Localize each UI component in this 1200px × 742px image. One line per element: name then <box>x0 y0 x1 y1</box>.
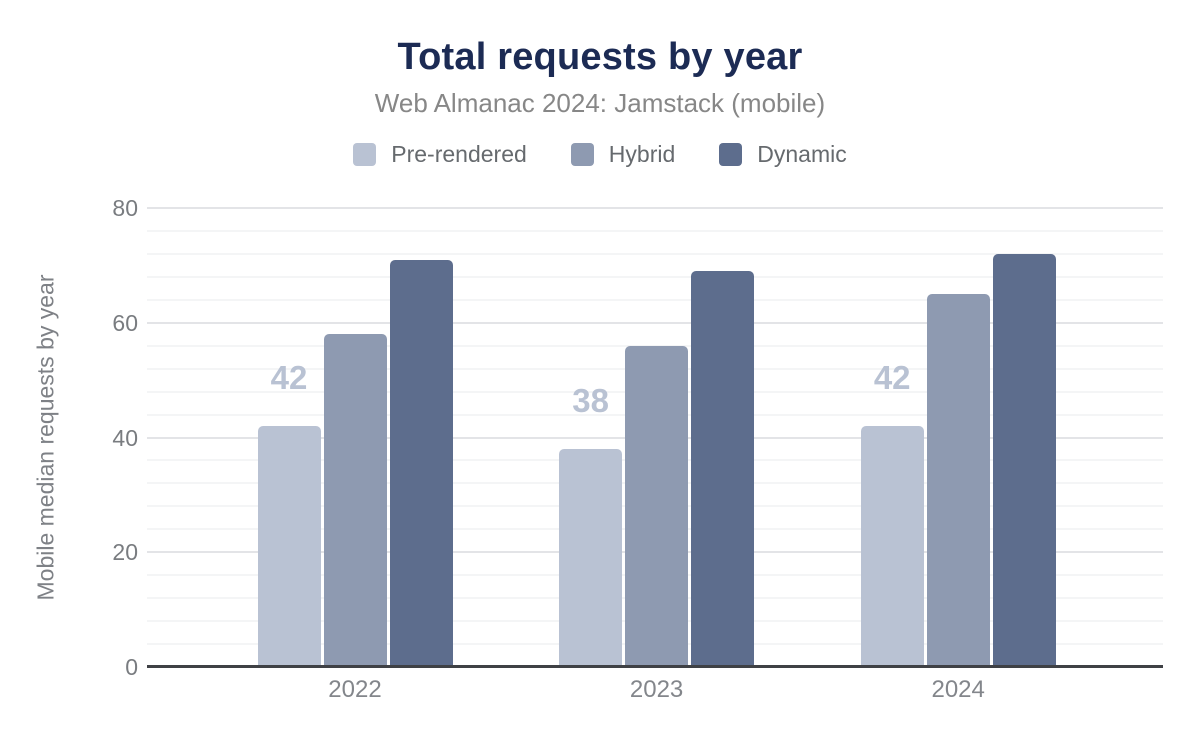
value-label-2023: 38 <box>572 381 609 419</box>
x-axis-ticks: 2022 2023 2024 <box>0 676 1200 706</box>
major-gridline <box>147 207 1163 209</box>
major-gridline <box>147 321 1163 324</box>
legend-swatch-dynamic <box>719 143 743 166</box>
y-tick-20: 20 <box>112 539 138 566</box>
plot-area: 42 38 42 <box>147 207 1163 668</box>
bar-dynamic-2022[interactable] <box>389 259 453 667</box>
value-label-2022: 42 <box>270 359 308 397</box>
minor-gridline <box>147 275 1163 278</box>
y-tick-60: 60 <box>112 309 138 336</box>
bar-dynamic-2023[interactable] <box>691 271 755 667</box>
minor-gridline <box>147 229 1163 232</box>
legend-item-dynamic[interactable]: Dynamic <box>719 141 847 168</box>
x-tick-2022: 2022 <box>328 676 382 703</box>
bar-pre-rendered-2023[interactable] <box>559 448 623 667</box>
y-tick-0: 0 <box>125 654 138 680</box>
bar-hybrid-2024[interactable] <box>926 294 990 667</box>
bar-pre-rendered-2022[interactable] <box>257 426 321 667</box>
bar-hybrid-2022[interactable] <box>323 334 387 667</box>
minor-gridline <box>147 298 1163 301</box>
x-tick-2024: 2024 <box>931 676 985 703</box>
legend-item-pre-rendered[interactable]: Pre-rendered <box>353 141 527 168</box>
legend-label: Pre-rendered <box>391 141 527 167</box>
chart-subtitle: Web Almanac 2024: Jamstack (mobile) <box>374 88 826 118</box>
legend-label: Hybrid <box>608 141 676 167</box>
x-tick-2023: 2023 <box>629 676 684 703</box>
bar-pre-rendered-2024[interactable] <box>860 426 924 667</box>
legend-swatch-pre-rendered <box>353 143 377 166</box>
bar-hybrid-2023[interactable] <box>625 345 689 667</box>
chart-title: Total requests by year <box>397 36 803 78</box>
y-tick-80: 80 <box>112 195 138 221</box>
minor-gridline <box>147 252 1163 255</box>
legend-label: Dynamic <box>757 141 847 167</box>
bar-dynamic-2024[interactable] <box>992 253 1056 667</box>
legend-item-hybrid[interactable]: Hybrid <box>570 141 676 168</box>
y-tick-40: 40 <box>112 424 138 451</box>
legend-swatch-hybrid <box>570 143 594 166</box>
legend: Pre-rendered Hybrid Dynamic <box>0 141 1200 168</box>
value-label-2024: 42 <box>873 359 911 397</box>
x-axis-line <box>147 665 1163 668</box>
